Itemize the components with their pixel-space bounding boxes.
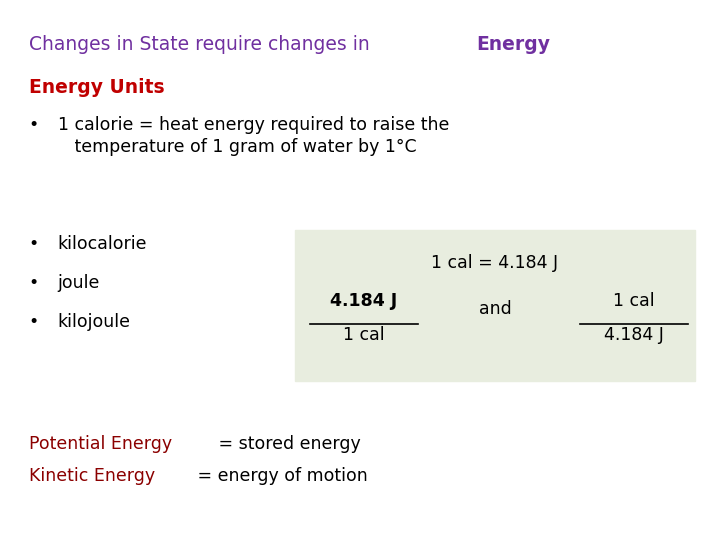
Text: •: • xyxy=(29,274,39,292)
Text: and: and xyxy=(479,300,511,318)
Text: 1 cal: 1 cal xyxy=(613,292,654,309)
Text: 4.184 J: 4.184 J xyxy=(330,292,397,309)
FancyBboxPatch shape xyxy=(295,230,695,381)
Text: = energy of motion: = energy of motion xyxy=(192,467,367,485)
Text: 1 cal: 1 cal xyxy=(343,326,384,343)
Text: 4.184 J: 4.184 J xyxy=(603,326,664,343)
Text: Energy: Energy xyxy=(476,35,550,54)
Text: •: • xyxy=(29,116,39,134)
Text: Energy Units: Energy Units xyxy=(29,78,164,97)
Text: 1 calorie = heat energy required to raise the
   temperature of 1 gram of water : 1 calorie = heat energy required to rais… xyxy=(58,116,449,156)
Text: joule: joule xyxy=(58,274,100,292)
Text: •: • xyxy=(29,235,39,253)
Text: = stored energy: = stored energy xyxy=(213,435,361,453)
Text: kilojoule: kilojoule xyxy=(58,313,130,331)
Text: •: • xyxy=(29,313,39,331)
Text: 1 cal = 4.184 J: 1 cal = 4.184 J xyxy=(431,254,559,272)
Text: kilocalorie: kilocalorie xyxy=(58,235,147,253)
Text: Kinetic Energy: Kinetic Energy xyxy=(29,467,155,485)
Text: Potential Energy: Potential Energy xyxy=(29,435,172,453)
Text: Changes in State require changes in: Changes in State require changes in xyxy=(29,35,376,54)
